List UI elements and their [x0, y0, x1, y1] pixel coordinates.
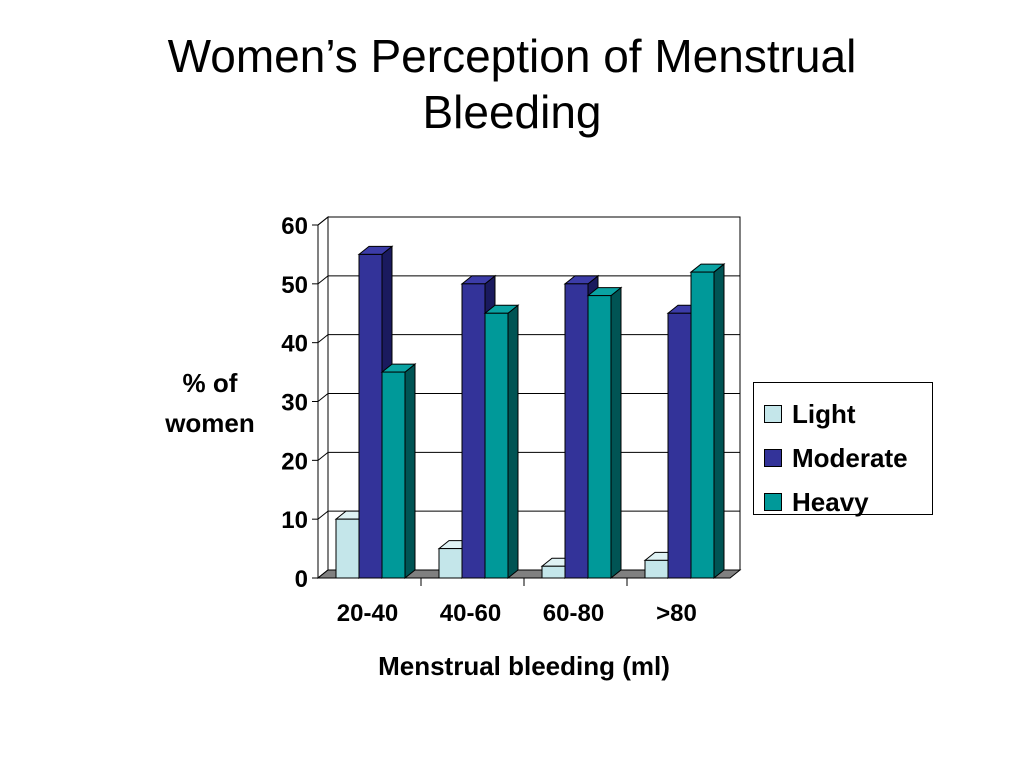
gridline-depth — [317, 216, 329, 226]
bar-heavy-40-60 — [483, 304, 520, 580]
bar-side — [713, 263, 725, 580]
bar-front — [587, 295, 612, 579]
legend-label: Light — [792, 399, 856, 429]
slide-title-line-2: Bleeding — [422, 86, 602, 138]
gridline-depth — [317, 275, 329, 285]
x-tick-label: 40-60 — [440, 600, 501, 627]
axis-labels: % of women Menstrual bleeding (ml) — [164, 368, 670, 681]
bar-front — [438, 548, 463, 579]
x-axis-title: Menstrual bleeding (ml) — [378, 651, 670, 681]
bar-front — [644, 559, 669, 579]
x-tick-label: 60-80 — [543, 600, 604, 627]
bar-heavy-60-80 — [586, 286, 623, 580]
gridline-depth — [317, 334, 329, 344]
y-tick-label: 50 — [281, 272, 308, 299]
legend-label: Moderate — [792, 443, 908, 473]
bar-side — [610, 286, 622, 580]
bar-front — [541, 565, 566, 579]
bar-front — [335, 518, 360, 579]
slide-title-line-1: Women’s Perception of Menstrual — [167, 30, 857, 82]
bar-front — [667, 312, 692, 579]
gridline-depth — [317, 451, 329, 461]
y-tick-label: 0 — [295, 566, 308, 593]
y-tick-label: 30 — [281, 390, 308, 417]
bar-side — [404, 363, 416, 580]
axes: 0 10 20 30 40 50 60 20-40 40-60 60-80 >80 — [281, 213, 730, 627]
bars — [334, 245, 726, 580]
legend-swatch — [764, 405, 782, 423]
bar-front — [564, 283, 589, 579]
legend-item-heavy: Heavy — [754, 480, 932, 524]
y-tick-label: 60 — [281, 213, 308, 240]
y-tick-label: 10 — [281, 507, 308, 534]
bar-side — [507, 304, 519, 580]
bar-front — [690, 271, 715, 579]
bar-front — [461, 283, 486, 579]
legend-swatch — [764, 493, 782, 511]
y-axis-title-line-2: women — [164, 408, 255, 438]
legend-item-moderate: Moderate — [754, 436, 932, 480]
bar-front — [484, 312, 509, 579]
bar-front — [358, 253, 383, 579]
legend-label: Heavy — [792, 487, 869, 517]
legend-item-light: Light — [754, 392, 932, 436]
y-axis-title-line-1: % of — [183, 368, 238, 398]
x-tick-label: >80 — [656, 600, 697, 627]
bar-front — [381, 371, 406, 579]
bar-heavy-20-40 — [380, 363, 417, 580]
bar-heavy->80 — [689, 263, 726, 580]
legend-swatch — [764, 449, 782, 467]
x-tick-label: 20-40 — [337, 600, 398, 627]
gridline-depth — [317, 393, 329, 402]
chart-legend: Light Moderate Heavy — [753, 382, 933, 515]
slide-title: Women’s Perception of Menstrual Bleeding — [60, 28, 964, 140]
y-tick-label: 20 — [281, 448, 308, 475]
gridline-depth — [317, 510, 329, 520]
y-tick-label: 40 — [281, 331, 308, 358]
